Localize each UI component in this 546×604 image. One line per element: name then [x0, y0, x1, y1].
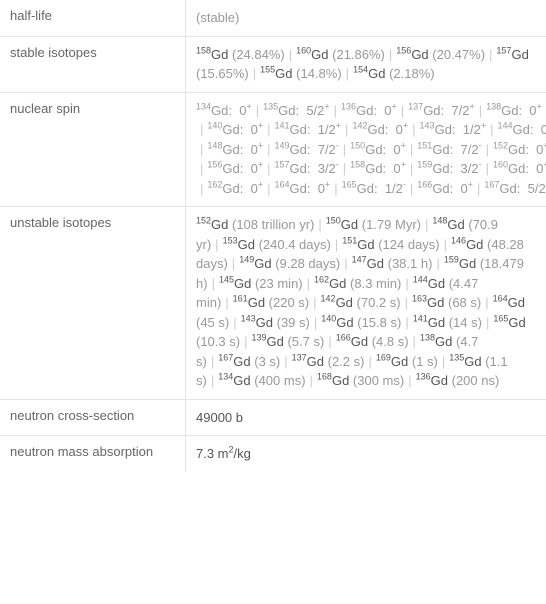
table-row: half-life (stable) — [0, 0, 546, 37]
properties-table: half-life (stable) stable isotopes 158Gd… — [0, 0, 546, 472]
half-life-label: half-life — [0, 0, 186, 36]
table-row: stable isotopes 158Gd (24.84%)|160Gd (21… — [0, 37, 546, 93]
neutron-cross-section-value: 49000 b — [186, 400, 546, 436]
table-row: neutron mass absorption 7.3 m2/kg — [0, 436, 546, 472]
half-life-value: (stable) — [186, 0, 546, 36]
neutron-cross-section-text: 49000 b — [196, 410, 243, 425]
table-row: unstable isotopes 152Gd (108 trillion yr… — [0, 207, 546, 400]
neutron-mass-absorption-label: neutron mass absorption — [0, 436, 186, 472]
stable-isotopes-value: 158Gd (24.84%)|160Gd (21.86%)|156Gd (20.… — [186, 37, 546, 92]
table-row: nuclear spin 134Gd: 0+|135Gd: 5/2+|136Gd… — [0, 93, 546, 208]
neutron-cross-section-label: neutron cross-section — [0, 400, 186, 436]
unstable-isotopes-value: 152Gd (108 trillion yr)|150Gd (1.79 Myr)… — [186, 207, 546, 399]
neutron-mass-absorption-value: 7.3 m2/kg — [186, 436, 546, 472]
nuclear-spin-value: 134Gd: 0+|135Gd: 5/2+|136Gd: 0+|137Gd: 7… — [186, 93, 546, 207]
unstable-isotopes-label: unstable isotopes — [0, 207, 186, 399]
nuclear-spin-label: nuclear spin — [0, 93, 186, 207]
neutron-mass-absorption-text: 7.3 m2/kg — [196, 446, 251, 461]
table-row: neutron cross-section 49000 b — [0, 400, 546, 437]
stable-isotopes-label: stable isotopes — [0, 37, 186, 92]
